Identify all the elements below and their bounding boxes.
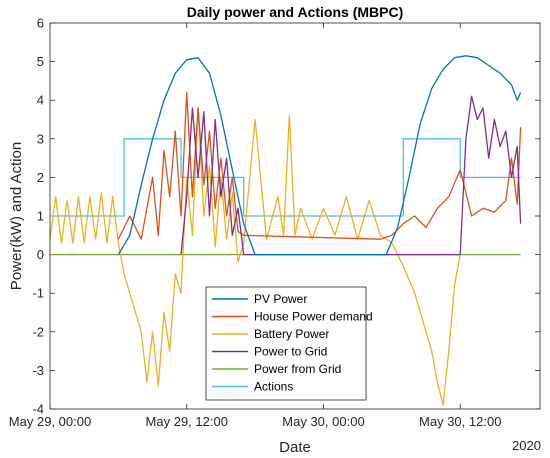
y-tick-label: 0: [37, 247, 44, 262]
x-tick-labels: May 29, 00:00 May 29, 12:00 May 30, 00:00 M…: [9, 414, 502, 429]
series-line-actions: [50, 138, 521, 217]
legend-label-pv-power: PV Power: [254, 292, 307, 306]
x-tick-label: May 29, 00:00: [9, 414, 91, 429]
y-tick-labels: -4 -3 -2 -1 0 1 2 3 4 5 6: [32, 16, 44, 417]
series-layer: [49, 55, 522, 406]
series-line-house-power-demand: [117, 91, 522, 240]
x-tick-year: 2020: [512, 438, 541, 453]
y-axis-title: Power(kW) and Action: [8, 142, 25, 290]
x-tick-label: May 29, 12:00: [146, 414, 228, 429]
y-tick-label: 3: [37, 131, 44, 146]
plot-frame: [49, 22, 541, 410]
x-tick-label: May 30, 00:00: [282, 414, 364, 429]
series-line-pv-power: [117, 55, 522, 256]
legend-label-actions: Actions: [254, 380, 293, 394]
legend-label-power-to-grid: Power to Grid: [254, 345, 327, 359]
legend: PV Power House Power demand Battery Power P…: [205, 286, 373, 401]
x-axis-title: Date: [279, 439, 311, 456]
y-tick-label: -4: [32, 402, 44, 417]
legend-label-power-from-grid: Power from Grid: [254, 362, 341, 376]
y-tick-label: 4: [37, 93, 44, 108]
x-tick-label: May 30, 12:00: [419, 414, 501, 429]
y-tick-label: -2: [32, 324, 44, 339]
y-tick-label: -1: [32, 286, 44, 301]
legend-box: [205, 286, 367, 401]
legend-label-house-power-demand: House Power demand: [254, 310, 373, 324]
legend-label-battery-power: Battery Power: [254, 327, 329, 341]
y-tick-label: 1: [37, 209, 44, 224]
y-tick-label: 6: [37, 16, 44, 31]
y-tick-label: 5: [37, 54, 44, 69]
chart-title: Daily power and Actions (MBPC): [187, 4, 404, 20]
y-tick-label: -3: [32, 363, 44, 378]
y-tick-label: 2: [37, 170, 44, 185]
